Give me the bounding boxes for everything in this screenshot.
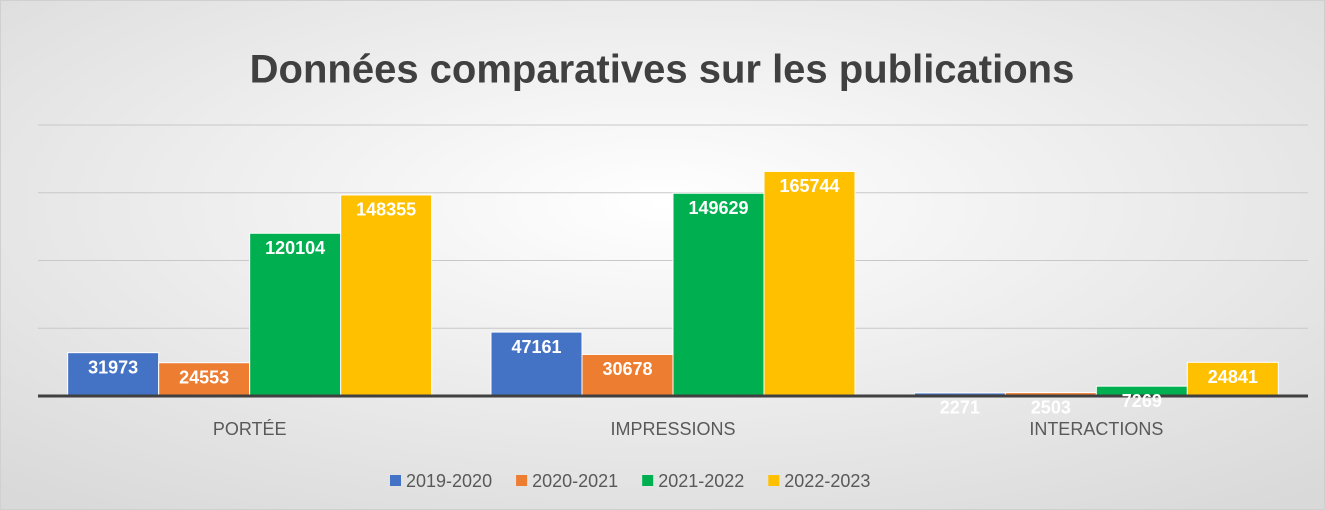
data-label: 2503 [1031, 397, 1071, 417]
data-label: 2271 [940, 398, 980, 418]
legend-label: 2022-2023 [784, 471, 870, 491]
x-tick-label: PORTÉE [213, 419, 287, 439]
data-label: 47161 [511, 337, 561, 357]
bar [340, 194, 433, 397]
legend-swatch [390, 475, 401, 486]
x-tick-label: IMPRESSIONS [610, 419, 735, 439]
bar [581, 353, 674, 397]
data-label: 165744 [779, 176, 839, 196]
data-label: 30678 [602, 359, 652, 379]
data-label: 24841 [1208, 367, 1258, 387]
bar [672, 192, 765, 397]
data-label: 7269 [1122, 391, 1162, 411]
bar [763, 170, 856, 397]
data-label: 149629 [688, 198, 748, 218]
bar [490, 331, 583, 397]
data-label: 31973 [88, 357, 138, 377]
bar [249, 232, 342, 397]
legend-swatch [642, 475, 654, 486]
legend-label: 2019-2020 [406, 471, 492, 491]
legend-swatch [516, 475, 528, 486]
legend-label: 2021-2022 [658, 471, 744, 491]
x-tick-label: INTERACTIONS [1029, 419, 1163, 439]
data-label: 120104 [265, 238, 325, 258]
data-label: 148355 [356, 200, 416, 220]
data-label: 24553 [179, 367, 229, 387]
legend-swatch [768, 475, 780, 486]
chart-title: Données comparatives sur les publication… [250, 48, 1075, 92]
bar [1186, 361, 1279, 397]
legend-label: 2020-2021 [532, 471, 618, 491]
bar [158, 362, 251, 397]
